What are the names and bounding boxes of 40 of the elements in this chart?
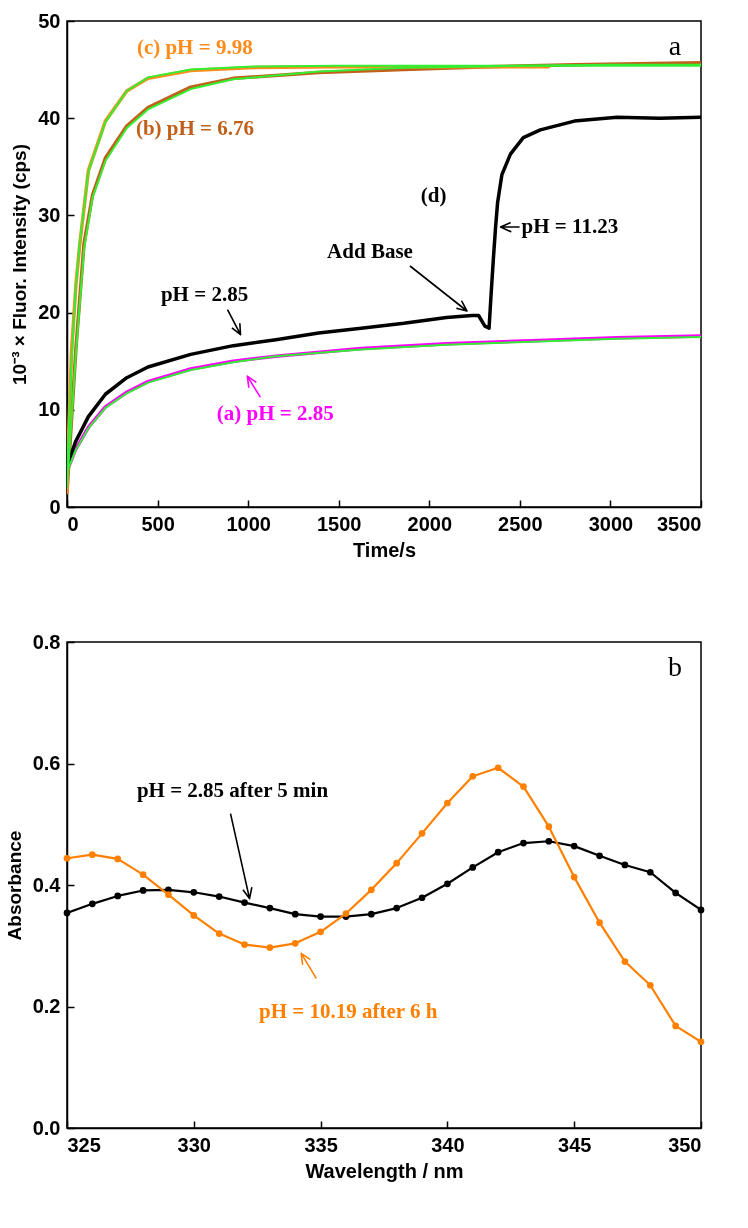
annotation: b <box>668 651 682 682</box>
x-tick-label: 335 <box>304 1133 338 1156</box>
x-tick-label: 345 <box>558 1133 592 1156</box>
y-tick-label: 0.4 <box>32 873 62 896</box>
annotation: Add Base <box>327 239 413 263</box>
y-tick-label: 0.2 <box>32 995 61 1017</box>
x-tick-label: 2500 <box>498 512 543 535</box>
x-tick-label: 340 <box>431 1133 465 1156</box>
text: pH = 2.85 after 5 min <box>136 777 329 802</box>
series-label: (c) pH = 9.98 <box>136 34 253 59</box>
y-axis-title: Absorbance <box>3 830 25 941</box>
y-tick-label: 0.8 <box>32 630 61 653</box>
series-label: (b) pH = 6.76 <box>135 115 255 140</box>
x-tick-label: 2000 <box>407 512 453 535</box>
y-tick-label: 0 <box>49 495 61 518</box>
x-tick-label: 325 <box>67 1133 101 1156</box>
x-tick-label: 0 <box>67 512 79 535</box>
annotation: a <box>668 30 682 61</box>
x-tick-label: 500 <box>141 512 175 535</box>
legend-label: (a) pH = 2.85 <box>216 401 334 426</box>
y-tick-label: 30 <box>38 203 61 226</box>
x-tick-label: 350 <box>668 1133 702 1156</box>
y-axis-title: 10⁻³ × Fluor. Intensity (cps) <box>9 144 31 385</box>
x-axis-title: Wavelength / nm <box>305 1159 464 1182</box>
x-tick-label: 3500 <box>657 512 702 535</box>
y-tick-label: 20 <box>38 301 61 324</box>
y-tick-label: 10 <box>38 398 61 421</box>
legend-label: pH = 10.19 after 6 h <box>259 999 438 1024</box>
y-tick-label: 40 <box>38 106 61 129</box>
x-tick-label: 1000 <box>226 512 271 535</box>
x-tick-label: 1500 <box>316 512 362 535</box>
text: (d) <box>420 182 447 207</box>
x-tick-label: 3000 <box>588 512 634 535</box>
y-tick-label: 0.6 <box>32 752 61 774</box>
x-tick-label: 330 <box>177 1133 211 1156</box>
x-axis-title: Time/s <box>353 538 416 561</box>
annotation: pH = 2.85 <box>160 281 249 306</box>
annotation: pH = 11.23 <box>521 214 619 239</box>
y-tick-label: 50 <box>38 9 61 32</box>
y-tick-label: 0.0 <box>32 1116 61 1139</box>
